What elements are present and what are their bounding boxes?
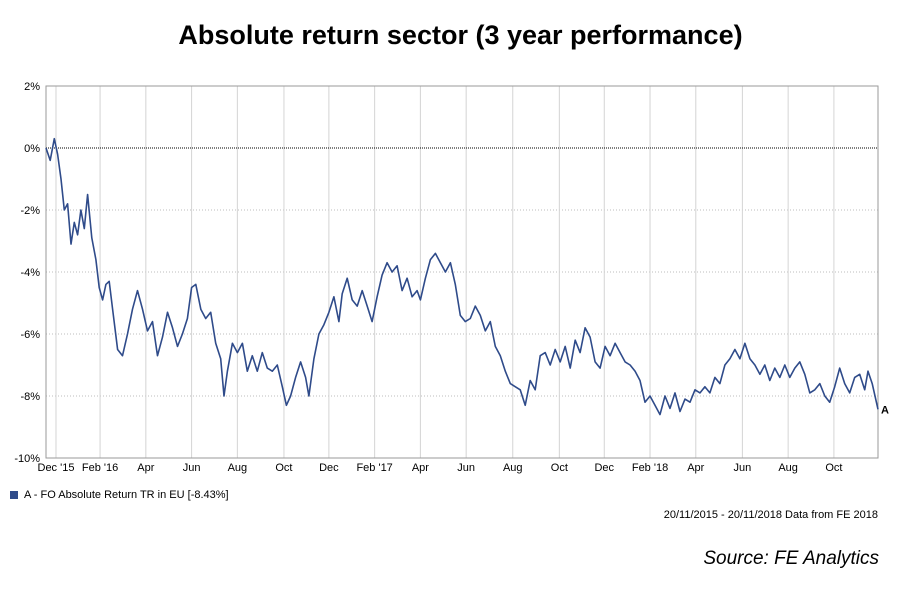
- x-tick-label: Feb '16: [82, 462, 118, 474]
- y-tick-label: -2%: [20, 205, 40, 217]
- x-tick-label: Aug: [778, 462, 798, 474]
- x-tick-label: Dec: [319, 462, 339, 474]
- y-tick-label: 2%: [24, 81, 40, 93]
- x-tick-label: Dec '15: [38, 462, 75, 474]
- x-tick-label: Jun: [734, 462, 752, 474]
- y-tick-label: -10%: [14, 453, 40, 465]
- chart-title: Absolute return sector (3 year performan…: [178, 20, 743, 50]
- legend-swatch: [10, 491, 18, 499]
- source-credit: Source: FE Analytics: [703, 548, 879, 569]
- x-tick-label: Aug: [503, 462, 523, 474]
- date-range-note: 20/11/2015 - 20/11/2018 Data from FE 201…: [663, 509, 878, 521]
- legend-label: A - FO Absolute Return TR in EU [-8.43%]: [24, 489, 229, 501]
- x-tick-label: Aug: [228, 462, 248, 474]
- x-tick-label: Oct: [551, 462, 568, 474]
- y-tick-label: -4%: [20, 267, 40, 279]
- x-tick-label: Apr: [687, 462, 704, 474]
- x-tick-label: Apr: [137, 462, 154, 474]
- x-tick-label: Apr: [412, 462, 429, 474]
- x-tick-label: Jun: [183, 462, 201, 474]
- x-tick-label: Oct: [275, 462, 292, 474]
- y-tick-label: -8%: [20, 391, 40, 403]
- y-tick-label: -6%: [20, 329, 40, 341]
- x-tick-label: Feb '17: [356, 462, 392, 474]
- x-tick-label: Dec: [594, 462, 614, 474]
- plot-frame: [45, 85, 879, 459]
- series-end-marker: A: [881, 404, 889, 416]
- y-tick-label: 0%: [24, 143, 40, 155]
- x-tick-label: Feb '18: [632, 462, 668, 474]
- x-tick-label: Oct: [825, 462, 842, 474]
- legend: A - FO Absolute Return TR in EU [-8.43%]: [10, 489, 229, 501]
- series-line: [45, 137, 879, 416]
- x-tick-label: Jun: [457, 462, 475, 474]
